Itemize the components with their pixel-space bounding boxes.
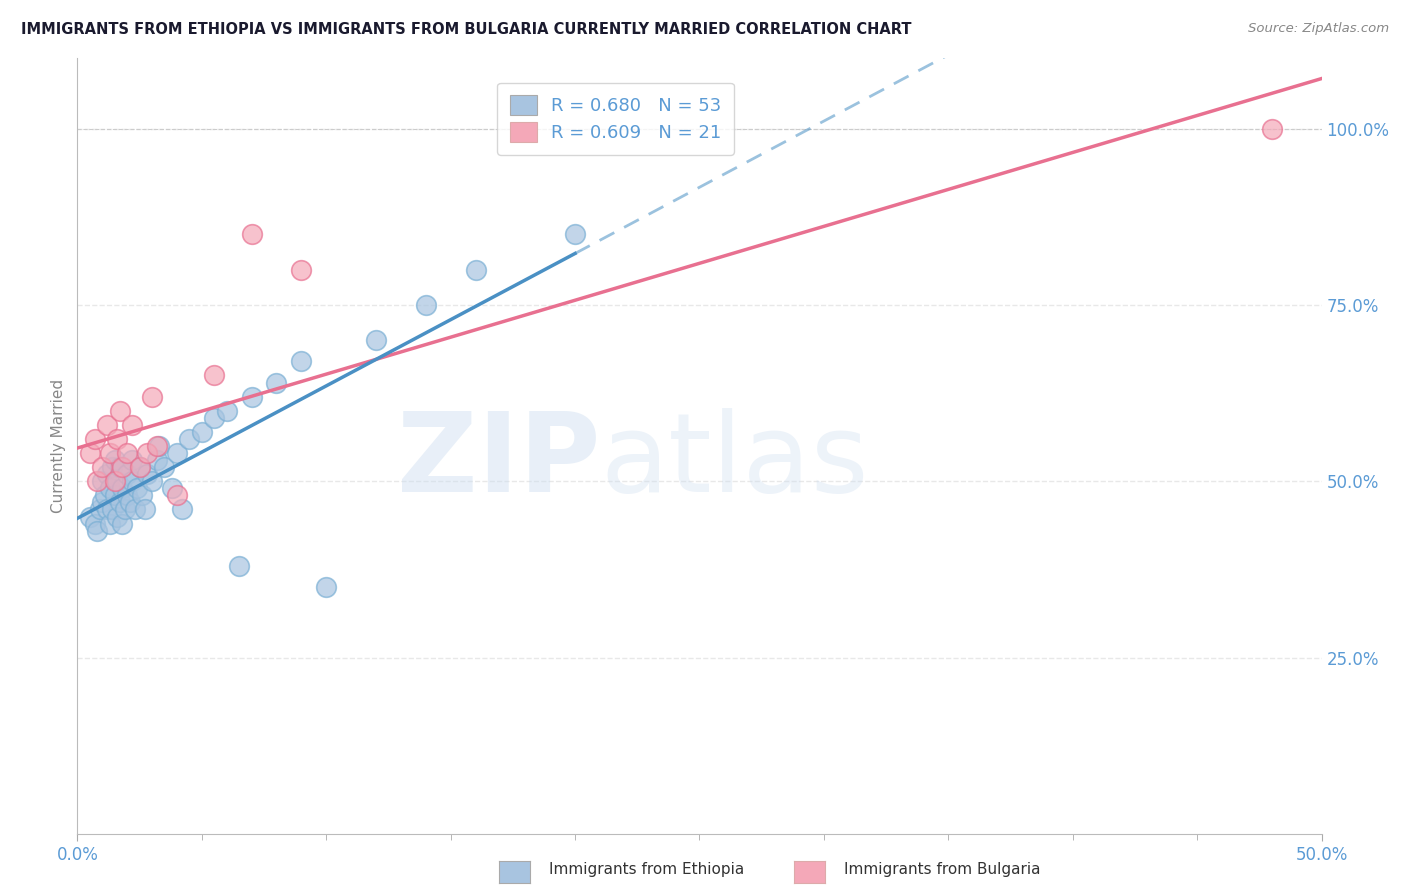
Text: atlas: atlas xyxy=(600,408,869,515)
Point xyxy=(118,495,141,509)
Point xyxy=(105,432,128,446)
Point xyxy=(153,460,176,475)
Point xyxy=(91,460,114,475)
Point xyxy=(146,453,169,467)
Point xyxy=(134,502,156,516)
Point xyxy=(290,262,312,277)
Point xyxy=(105,475,128,489)
Text: ZIP: ZIP xyxy=(396,408,600,515)
Point xyxy=(108,495,131,509)
Point xyxy=(179,432,201,446)
Point xyxy=(564,227,586,242)
Text: Source: ZipAtlas.com: Source: ZipAtlas.com xyxy=(1249,22,1389,36)
Point xyxy=(79,446,101,460)
Point xyxy=(136,467,159,482)
Point xyxy=(101,460,124,475)
Point xyxy=(114,502,136,516)
Point xyxy=(364,333,387,347)
Point xyxy=(240,390,263,404)
Point xyxy=(191,425,214,439)
Point xyxy=(121,453,143,467)
Point xyxy=(146,439,169,453)
Point xyxy=(125,481,148,495)
Point xyxy=(121,475,143,489)
Point xyxy=(93,488,115,502)
Point xyxy=(91,475,114,489)
Text: Immigrants from Ethiopia: Immigrants from Ethiopia xyxy=(550,863,744,877)
Point xyxy=(79,509,101,524)
Point xyxy=(89,502,111,516)
Point xyxy=(86,524,108,538)
Point xyxy=(83,516,105,531)
Point xyxy=(111,460,134,475)
Point xyxy=(111,481,134,495)
Point xyxy=(128,460,150,475)
Point xyxy=(464,262,486,277)
Point xyxy=(266,376,288,390)
Point xyxy=(91,495,114,509)
Point xyxy=(141,475,163,489)
Point xyxy=(124,502,146,516)
Point xyxy=(98,481,121,495)
Point xyxy=(148,439,170,453)
Point xyxy=(170,502,193,516)
Point xyxy=(202,410,225,425)
Point xyxy=(108,460,131,475)
Text: Immigrants from Bulgaria: Immigrants from Bulgaria xyxy=(844,863,1040,877)
Point xyxy=(108,403,131,417)
Point xyxy=(160,481,183,495)
Point xyxy=(96,502,118,516)
Text: IMMIGRANTS FROM ETHIOPIA VS IMMIGRANTS FROM BULGARIA CURRENTLY MARRIED CORRELATI: IMMIGRANTS FROM ETHIOPIA VS IMMIGRANTS F… xyxy=(21,22,911,37)
Point xyxy=(202,368,225,383)
Point xyxy=(166,446,188,460)
Point xyxy=(105,509,128,524)
Point xyxy=(98,446,121,460)
Point xyxy=(228,558,250,573)
Point xyxy=(111,516,134,531)
Point xyxy=(415,298,437,312)
Y-axis label: Currently Married: Currently Married xyxy=(51,379,66,513)
Point xyxy=(115,467,138,482)
Point xyxy=(240,227,263,242)
Point xyxy=(215,403,238,417)
Point xyxy=(315,580,337,594)
Point xyxy=(166,488,188,502)
Point xyxy=(96,417,118,432)
Point xyxy=(131,488,153,502)
Point xyxy=(141,390,163,404)
Point xyxy=(1261,121,1284,136)
Point xyxy=(128,460,150,475)
Point xyxy=(104,453,127,467)
Point xyxy=(115,446,138,460)
Point xyxy=(96,467,118,482)
Point xyxy=(101,502,124,516)
Point xyxy=(104,475,127,489)
Point xyxy=(121,417,143,432)
Point xyxy=(104,488,127,502)
Point xyxy=(86,475,108,489)
Point xyxy=(290,354,312,368)
Legend: R = 0.680   N = 53, R = 0.609   N = 21: R = 0.680 N = 53, R = 0.609 N = 21 xyxy=(496,83,734,155)
Point xyxy=(98,516,121,531)
Point xyxy=(83,432,105,446)
Point xyxy=(136,446,159,460)
Point xyxy=(115,488,138,502)
